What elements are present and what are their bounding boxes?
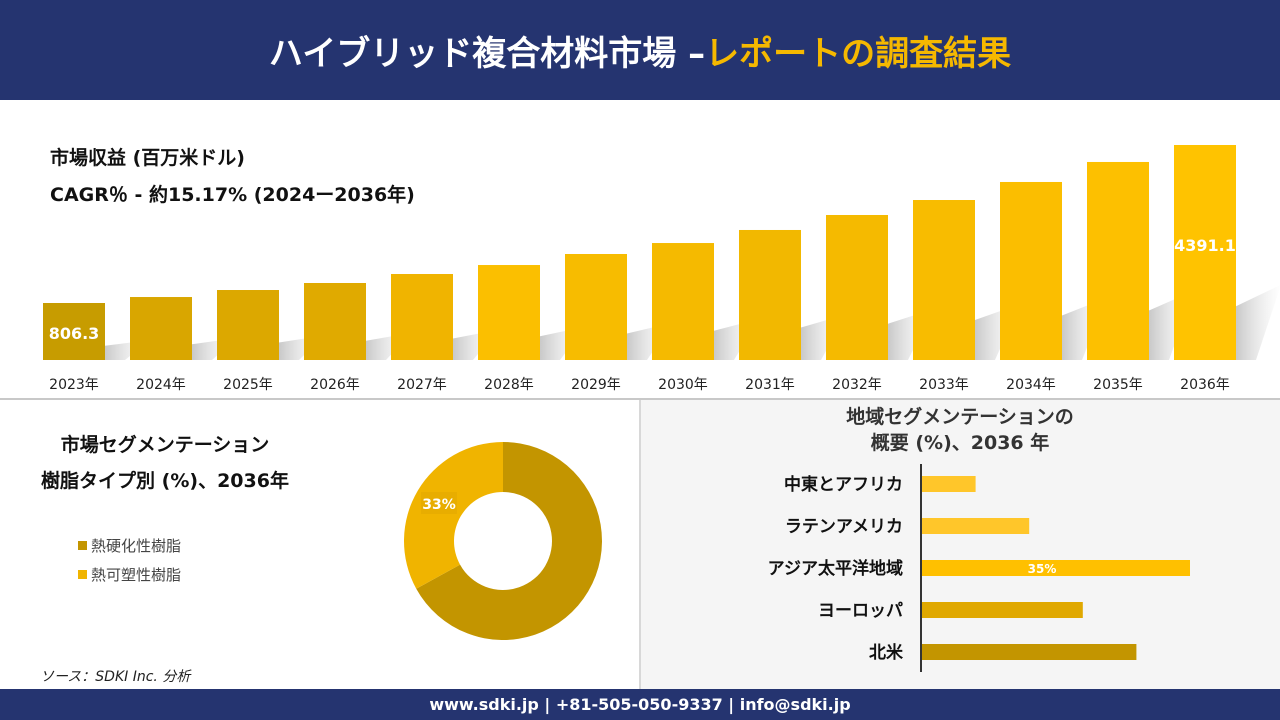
- cagr-subtitle: CAGR％ - 約15.17% (2024ー2036年): [50, 184, 415, 206]
- bar-data-label: 4391.1: [1174, 236, 1236, 255]
- legend-swatch: [78, 541, 87, 550]
- revenue-bar: [1087, 161, 1149, 360]
- region-bar: [922, 518, 1030, 534]
- donut-slice-thermoset: [416, 442, 602, 640]
- segment-subtitle: 樹脂タイプ別 (%)、2036年: [41, 470, 289, 492]
- revenue-bar: [565, 254, 627, 360]
- revenue-bar: [217, 290, 279, 360]
- revenue-chart-title: 市場収益 (百万米ドル): [50, 147, 245, 169]
- year-tick-label: 2024年: [136, 377, 186, 393]
- regional-subtitle: 概要 (%)、2036 年: [870, 432, 1050, 454]
- bar-data-label: 806.3: [49, 324, 100, 343]
- region-bar: [922, 560, 1190, 576]
- revenue-bar: [826, 214, 888, 360]
- revenue-bar: [43, 303, 105, 360]
- divider: [639, 400, 641, 689]
- year-tick-label: 2027年: [397, 377, 447, 393]
- region-data-label: 35%: [1028, 562, 1057, 576]
- title-accent: レポートの調査結果: [705, 33, 1012, 74]
- region-label: アジア太平洋地域: [768, 558, 903, 579]
- segment-title: 市場セグメンテーション: [60, 434, 270, 456]
- donut-data-label: 33%: [422, 497, 456, 513]
- donut-label-box: [421, 492, 457, 514]
- region-bar: [922, 476, 976, 492]
- region-label: ヨーロッパ: [818, 601, 903, 621]
- revenue-bar: [913, 200, 975, 360]
- year-tick-label: 2033年: [919, 377, 969, 393]
- region-label: ラテンアメリカ: [785, 517, 903, 537]
- pie-legend: 熱硬化性樹脂 熱可塑性樹脂: [78, 535, 181, 593]
- footer-contact: www.sdki.jp | +81-505-050-9337 | info@sd…: [0, 689, 1280, 720]
- legend-swatch: [78, 570, 87, 579]
- year-tick-label: 2032年: [832, 377, 882, 393]
- revenue-bar: [391, 274, 453, 360]
- year-tick-label: 2025年: [223, 377, 273, 393]
- bar-shadow: [1236, 285, 1280, 360]
- year-tick-label: 2035年: [1093, 377, 1143, 393]
- regional-title: 地域セグメンテーションの: [846, 406, 1074, 428]
- legend-label: 熱硬化性樹脂: [91, 537, 182, 555]
- divider: [0, 398, 1280, 400]
- year-tick-label: 2023年: [49, 377, 99, 393]
- legend-label: 熱可塑性樹脂: [91, 566, 182, 584]
- revenue-bar: [652, 243, 714, 360]
- legend-item: 熱可塑性樹脂: [78, 564, 181, 585]
- region-label: 北米: [869, 642, 904, 663]
- year-tick-label: 2034年: [1006, 377, 1056, 393]
- source-note: ソース：SDKI Inc. 分析: [40, 669, 191, 685]
- region-bar: [922, 602, 1083, 618]
- revenue-bar: [739, 229, 801, 360]
- revenue-bar: [304, 283, 366, 360]
- year-tick-label: 2030年: [658, 377, 708, 393]
- year-tick-label: 2026年: [310, 377, 360, 393]
- header: ハイブリッド複合材料市場 – レポートの調査結果: [0, 0, 1280, 100]
- revenue-bar: [1000, 181, 1062, 360]
- year-tick-label: 2036年: [1180, 377, 1230, 393]
- donut-slice-thermoplastic: [404, 442, 503, 589]
- year-tick-label: 2028年: [484, 377, 534, 393]
- revenue-bar: [1174, 145, 1236, 360]
- legend-item: 熱硬化性樹脂: [78, 535, 181, 556]
- region-bar: [922, 644, 1137, 660]
- region-label: 中東とアフリカ: [784, 474, 903, 495]
- year-tick-label: 2029年: [571, 377, 621, 393]
- revenue-bar: [478, 265, 540, 360]
- year-tick-label: 2031年: [745, 377, 795, 393]
- title-main: ハイブリッド複合材料市場 –: [268, 33, 706, 74]
- regional-panel: [641, 400, 1280, 689]
- revenue-bar: [130, 297, 192, 360]
